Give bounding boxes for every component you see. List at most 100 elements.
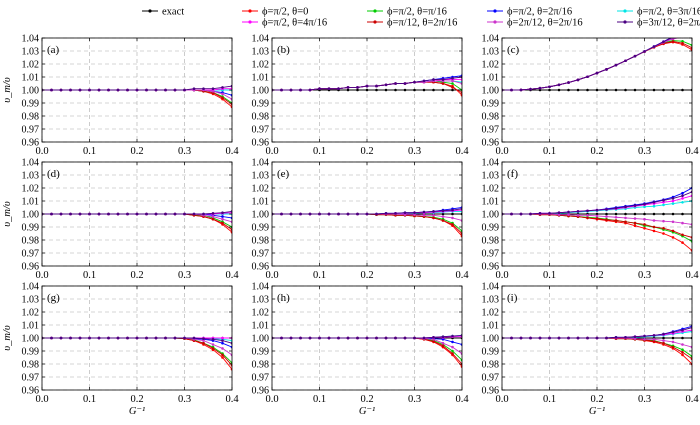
y-tick-label: 1.02 [482,60,500,71]
data-point [413,88,416,92]
data-point [633,88,637,92]
data-point [211,215,215,218]
data-point [662,341,665,345]
data-point [202,212,205,216]
data-point [289,336,293,340]
data-point [671,345,675,349]
data-point [403,211,407,214]
data-point [164,212,167,216]
y-tick-label: 1.00 [252,334,270,345]
data-point [135,88,139,92]
data-point [403,88,407,92]
y-tick-label: 0.96 [22,262,40,273]
data-point [681,39,684,43]
series-group [272,74,462,97]
y-tick-label: 1.04 [482,158,500,169]
data-point [403,213,407,216]
data-point [548,85,551,89]
y-tick-label: 1.04 [252,158,270,169]
y-tick-label: 1.01 [482,321,500,332]
data-point [557,88,561,92]
data-point [605,336,608,340]
panel-label: (e) [277,168,290,180]
x-tick-label: 0.0 [265,394,278,405]
legend-entry: exact [142,7,184,18]
x-tick-label: 0.1 [313,146,326,157]
data-point [154,336,158,340]
data-point [365,336,369,340]
data-point [192,87,196,90]
data-point [614,336,618,339]
data-point [633,217,637,220]
data-point [529,336,532,340]
data-point [116,212,120,216]
data-point [441,344,445,348]
data-point [384,88,388,92]
legend-marker [248,9,252,13]
data-point [192,336,196,340]
x-axis-label: G⁻¹ [589,406,605,417]
data-point [586,209,589,213]
y-tick-label: 0.99 [252,99,270,110]
data-point [681,194,684,198]
data-point [586,75,589,79]
data-point [614,219,618,222]
data-point [441,215,445,218]
data-point [451,86,454,89]
data-point [681,353,684,357]
data-point [451,79,454,83]
data-point [681,33,684,36]
data-point [671,88,675,92]
data-point [576,78,580,82]
y-tick-label: 1.00 [482,210,500,221]
y-tick-label: 0.96 [252,386,270,397]
data-point [432,339,435,343]
data-point [624,212,627,216]
y-tick-label: 0.97 [22,249,40,260]
data-point [614,212,618,216]
x-tick-label: 0.4 [455,146,469,157]
data-point [652,219,656,222]
data-point [50,212,53,216]
data-point [624,220,627,224]
legend-label: ϕ=π/2, θ=3π/16 [637,7,700,18]
series-group [502,186,692,252]
data-point [308,336,312,340]
data-point [662,219,665,223]
data-point [164,336,167,340]
y-tick-label: 1.03 [482,171,500,182]
data-point [451,208,454,212]
data-point [652,339,656,343]
data-point [529,212,532,216]
data-point [221,217,224,221]
x-tick-label: 0.3 [178,146,191,157]
data-point [691,30,694,33]
data-point [538,88,542,92]
data-point [691,33,694,36]
legend-marker [373,9,377,13]
data-point [614,206,618,210]
data-point [662,212,665,216]
data-point [173,212,177,216]
data-point [97,212,101,216]
y-tick-label: 0.97 [252,125,270,136]
data-point [662,339,665,342]
data-point [221,215,224,218]
x-tick-label: 0.3 [638,270,651,281]
data-point [365,212,369,216]
x-tick-label: 0.2 [360,270,373,281]
legend-label: ϕ=3π/12, θ=2π/16 [637,18,700,29]
legend-label: ϕ=π/2, θ=4π/16 [262,18,327,29]
data-point [576,336,580,340]
data-point [97,88,101,92]
panel-label: (g) [47,292,60,304]
panels-grid: 0.0 0.1 0.2 0.3 0.4 0.96 0.97 0.98 0.99 1.00 1.01 1… [2,30,699,418]
data-point [356,336,359,340]
y-tick-label: 1.04 [252,34,270,45]
data-point [221,336,224,340]
data-point [643,334,646,338]
x-tick-label: 0.1 [543,270,556,281]
data-point [681,197,684,200]
data-point [59,88,63,92]
data-point [126,336,129,340]
